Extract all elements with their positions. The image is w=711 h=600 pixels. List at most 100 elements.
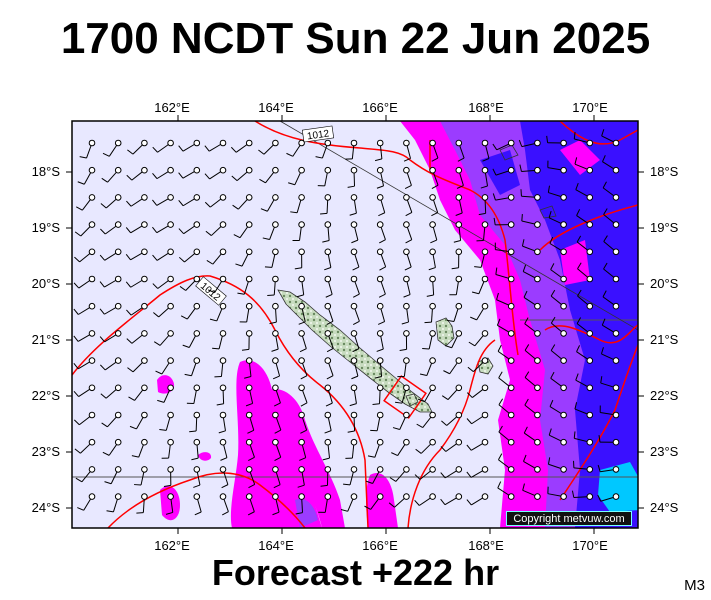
wind-barb <box>498 398 515 419</box>
wind-barb <box>290 194 305 214</box>
wind-barb <box>392 411 410 431</box>
wind-barb <box>468 330 489 347</box>
wind-barb <box>288 166 305 186</box>
wind-barb <box>100 221 122 235</box>
wind-barb <box>424 302 436 324</box>
lon-tick-label: 170°E <box>572 100 608 115</box>
wind-barb <box>388 493 410 508</box>
lat-tick-label: 18°S <box>650 164 679 179</box>
wind-barb <box>129 411 148 430</box>
svg-text:1012: 1012 <box>306 128 330 142</box>
wind-barb <box>403 248 412 271</box>
wind-barb <box>376 330 384 352</box>
wind-barb <box>451 248 463 270</box>
wind-barb <box>259 166 279 184</box>
wind-barb <box>262 221 279 240</box>
wind-barb <box>601 129 620 147</box>
wind-barb <box>429 194 439 217</box>
wind-barb <box>296 275 305 298</box>
wind-barb <box>453 221 463 243</box>
wind-barb <box>498 371 515 392</box>
wind-barb <box>521 239 541 256</box>
wind-barb <box>205 221 227 236</box>
wind-barb <box>414 493 436 506</box>
wind-barb <box>269 302 279 325</box>
wind-barb <box>180 302 201 320</box>
wind-barb <box>214 357 227 378</box>
lon-tick-label: 162°E <box>154 538 190 553</box>
wind-barb <box>216 384 227 406</box>
wind-barb <box>324 384 333 407</box>
wind-barb <box>389 466 410 482</box>
isobar-label: 1012 <box>301 125 335 142</box>
wind-barb <box>524 371 541 392</box>
wind-barb <box>126 166 148 181</box>
wind-barb <box>127 357 148 373</box>
lat-tick-label: 22°S <box>32 388 61 403</box>
wind-barb <box>550 316 567 337</box>
wind-barb <box>350 221 359 244</box>
wind-barb <box>206 248 227 265</box>
longitude-axis-top: 162°E 164°E 166°E 168°E 170°E <box>154 100 608 121</box>
model-tag: M3 <box>684 577 705 594</box>
lat-tick-label: 20°S <box>650 276 679 291</box>
wind-barb <box>349 194 358 216</box>
wind-barb <box>73 384 96 398</box>
wind-barb <box>550 289 567 310</box>
wind-barb <box>295 493 305 515</box>
wind-barb <box>573 132 594 147</box>
wind-barb <box>74 438 96 454</box>
wind-barb <box>391 438 410 457</box>
wind-barb <box>401 302 410 325</box>
wind-barb <box>231 166 253 182</box>
wind-barb <box>157 384 174 403</box>
wind-barb <box>455 194 463 216</box>
copyright-notice: Copyright metvuw.com <box>506 511 632 526</box>
lat-tick-label: 21°S <box>32 332 61 347</box>
wind-barb <box>374 139 384 162</box>
wind-barb <box>403 194 413 217</box>
wind-barb <box>294 248 305 270</box>
wind-barb <box>245 493 255 516</box>
wind-barb <box>497 481 515 500</box>
wind-barb <box>603 235 620 256</box>
wind-barb <box>208 275 227 294</box>
wind-barb <box>497 344 515 364</box>
wind-barb <box>230 139 253 153</box>
wind-barb <box>524 317 541 337</box>
wind-barb <box>602 155 620 174</box>
wind-barb <box>286 139 305 157</box>
wind-barb <box>75 194 96 211</box>
highlight-box <box>383 375 427 419</box>
wind-barb <box>219 466 229 489</box>
wind-barb <box>324 248 332 271</box>
wind-barb <box>597 493 620 502</box>
wind-barb <box>204 194 227 208</box>
wind-barb <box>186 384 201 405</box>
wind-barb <box>99 248 122 261</box>
wind-barb <box>575 373 594 392</box>
wind-barb <box>258 139 279 155</box>
wind-barb <box>100 194 122 209</box>
wind-barb <box>574 157 594 174</box>
wind-barb <box>518 139 541 148</box>
wind-barb <box>340 493 358 512</box>
wind-barb <box>548 210 567 228</box>
wind-barb <box>550 371 567 392</box>
wind-barb <box>455 139 465 162</box>
wind-barb <box>159 411 174 431</box>
wind-barb <box>127 139 148 155</box>
wind-barb <box>153 302 174 318</box>
wind-barb <box>575 182 594 201</box>
wind-barb <box>343 466 358 486</box>
wind-barb <box>602 181 620 201</box>
wind-barb <box>318 493 332 513</box>
wind-barb <box>481 139 490 162</box>
lat-tick-label: 24°S <box>650 500 679 515</box>
wind-barb <box>441 411 463 426</box>
wind-barb <box>324 411 332 434</box>
wind-barb <box>601 318 620 337</box>
wind-barb <box>376 275 386 298</box>
wind-barb <box>376 221 386 244</box>
